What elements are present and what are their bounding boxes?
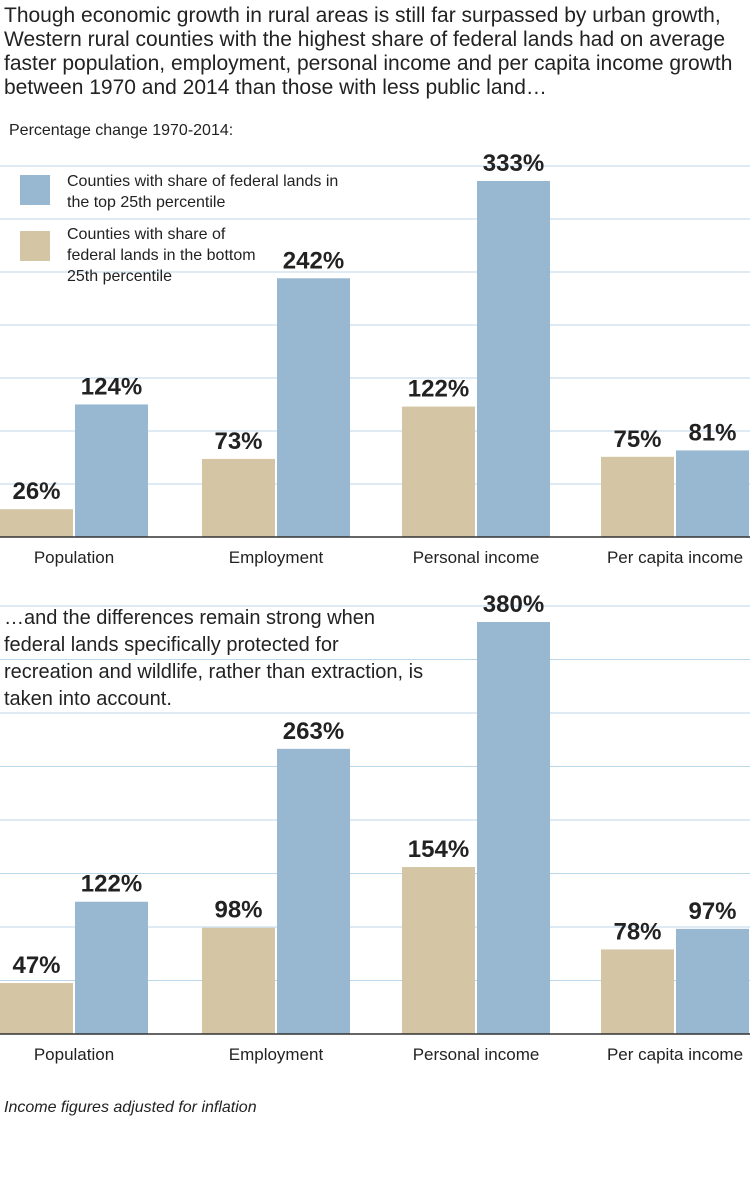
bar-bottom-percentile — [202, 458, 275, 537]
bar-top-percentile — [676, 450, 749, 537]
data-label: 124% — [81, 373, 142, 400]
data-label: 380% — [483, 591, 544, 618]
data-label: 122% — [81, 871, 142, 898]
data-label: 81% — [688, 419, 736, 446]
bar-top-percentile — [277, 278, 350, 537]
category-label: Population — [34, 1045, 114, 1064]
data-label: 242% — [283, 247, 344, 274]
bar-top-percentile — [75, 404, 148, 537]
legend-label-bottom: Counties with share of federal lands in … — [67, 226, 256, 285]
legend-swatch-top — [20, 175, 50, 205]
category-label: Employment — [229, 548, 324, 567]
data-label: 154% — [408, 836, 469, 863]
bar-bottom-percentile — [601, 949, 674, 1034]
second-chart-caption: …and the differences remain strong when … — [4, 607, 424, 710]
bar-bottom-percentile — [0, 509, 73, 537]
bar-top-percentile — [477, 181, 550, 537]
category-label: Per capita income — [607, 1045, 743, 1064]
bar-bottom-percentile — [202, 927, 275, 1034]
bar-bottom-percentile — [402, 867, 475, 1034]
data-label: 47% — [12, 952, 60, 979]
data-label: 122% — [408, 376, 469, 403]
headline: Though economic growth in rural areas is… — [4, 4, 733, 99]
category-label: Employment — [229, 1045, 324, 1064]
category-label: Personal income — [413, 548, 540, 567]
legend-label-top: Counties with share of federal lands in … — [67, 173, 339, 211]
legend-swatch-bottom — [20, 231, 50, 261]
data-label: 97% — [688, 898, 736, 925]
bar-top-percentile — [277, 748, 350, 1034]
chart-subtitle: Percentage change 1970-2014: — [9, 122, 234, 139]
data-label: 78% — [613, 918, 661, 945]
data-label: 26% — [12, 478, 60, 505]
data-label: 73% — [214, 428, 262, 455]
bar-bottom-percentile — [402, 406, 475, 537]
chart-bottom: 47% 122% Population 98% 263% Employment 154% 38… — [0, 591, 750, 1064]
category-label: Population — [34, 548, 114, 567]
bar-top-percentile — [75, 901, 148, 1034]
category-label: Per capita income — [607, 548, 743, 567]
bar-bottom-percentile — [601, 456, 674, 537]
bar-bottom-percentile — [0, 983, 73, 1034]
data-label: 75% — [613, 426, 661, 453]
footnote: Income figures adjusted for inflation — [4, 1099, 257, 1116]
chart-top: 26% 124% Population 73% 242% Employment 122% 33… — [0, 150, 750, 567]
data-label: 263% — [283, 718, 344, 745]
data-label: 333% — [483, 150, 544, 177]
bar-top-percentile — [477, 622, 550, 1034]
bar-top-percentile — [676, 928, 749, 1034]
data-label: 98% — [214, 897, 262, 924]
category-label: Personal income — [413, 1045, 540, 1064]
